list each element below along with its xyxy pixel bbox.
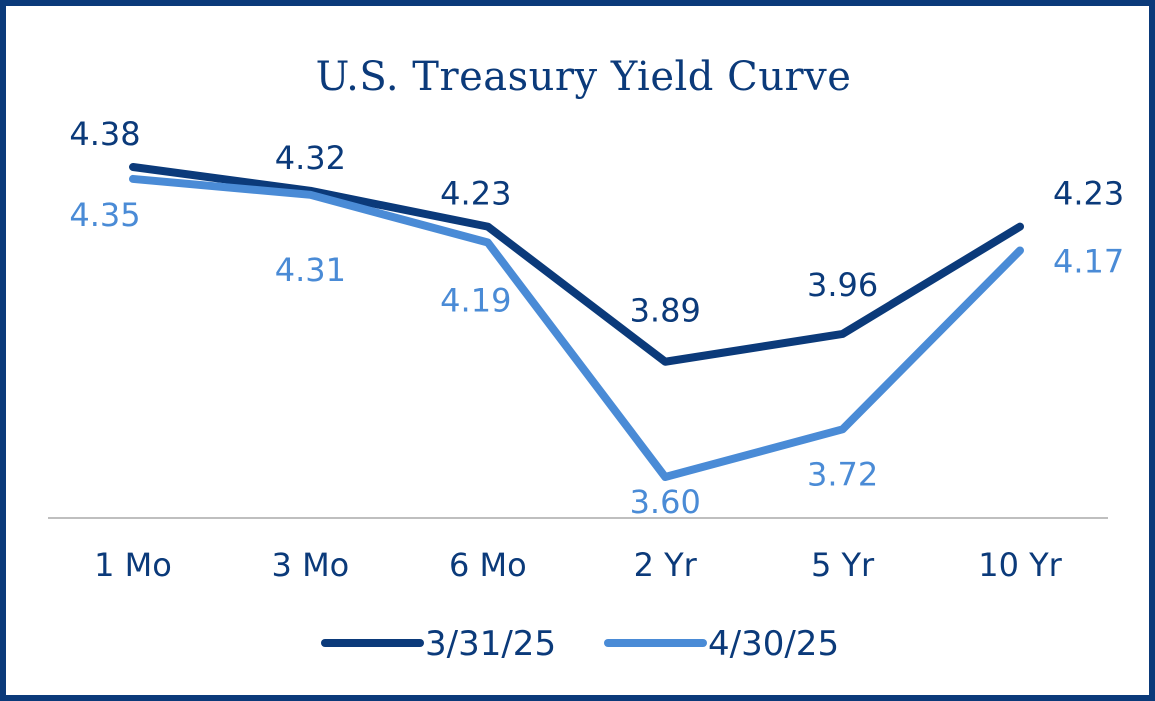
data-label: 4.19 [440,282,511,320]
data-label: 3.72 [807,455,878,493]
data-label: 3.96 [807,266,878,304]
legend-label: 3/31/25 [425,624,556,664]
x-tick-label: 1 Mo [94,546,172,584]
data-label: 4.32 [275,139,346,177]
data-label: 3.60 [630,483,701,521]
x-tick-label: 3 Mo [272,546,350,584]
x-tick-label: 6 Mo [449,546,527,584]
x-tick-label: 10 Yr [978,546,1062,584]
data-label: 4.23 [440,175,511,213]
x-tick-label: 2 Yr [634,546,698,584]
data-label: 4.17 [1053,242,1124,280]
data-label: 4.35 [69,196,140,234]
x-tick-label: 5 Yr [811,546,875,584]
series-line-0 [129,163,1024,366]
series-lines [129,163,1024,481]
data-labels: 4.38 4.32 4.23 3.89 3.96 4.23 4.35 4.31 4.19 3.60… [69,115,1124,521]
legend: 3/31/25 4/30/25 [321,624,839,664]
data-label: 4.23 [1053,175,1124,213]
chart-title: U.S. Treasury Yield Curve [315,54,852,100]
series-line-1 [129,174,1024,481]
data-label: 3.89 [630,292,701,330]
data-label: 4.38 [69,115,140,153]
legend-label: 4/30/25 [708,624,839,664]
data-label: 4.31 [275,251,346,289]
x-axis-ticks: 1 Mo 3 Mo 6 Mo 2 Yr 5 Yr 10 Yr [94,546,1063,584]
